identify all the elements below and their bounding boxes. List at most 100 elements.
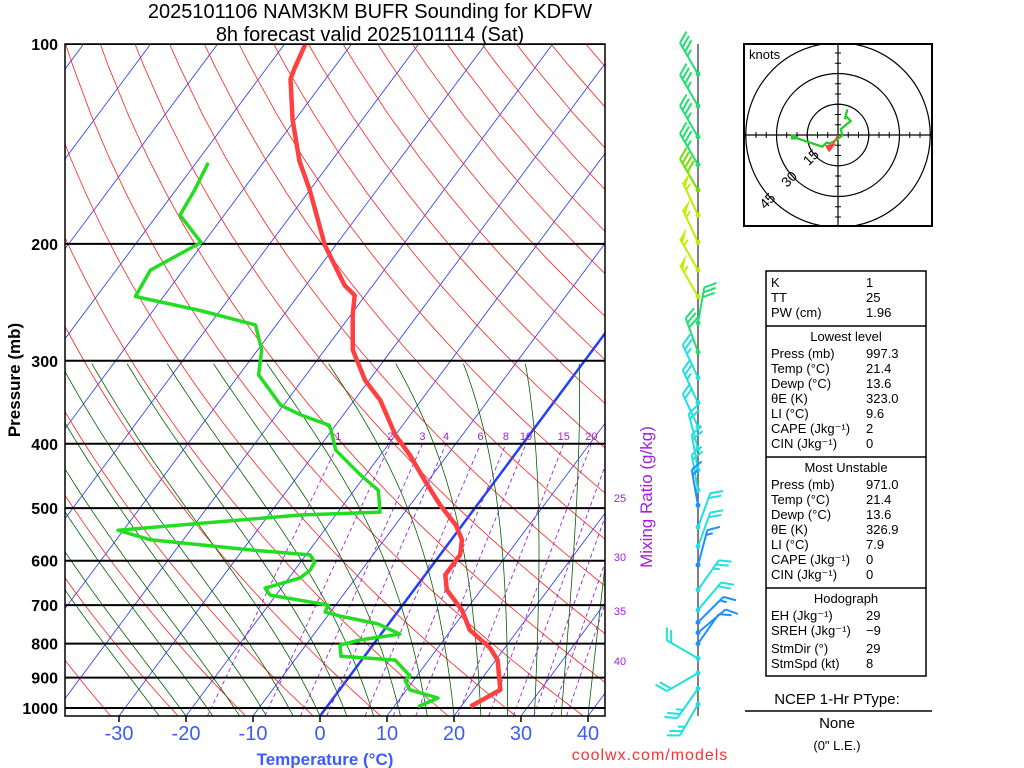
wind-barb-shaft <box>697 529 709 566</box>
wind-barb-shaft <box>681 344 699 379</box>
stat-value: 13.6 <box>866 507 891 522</box>
moist-adiabat-line <box>587 562 605 716</box>
wind-barb-dot <box>695 162 701 168</box>
wind-barb-dot <box>695 543 701 549</box>
wind-barb-feather <box>679 63 688 76</box>
wind-barb-feather <box>702 291 716 299</box>
temperature-tick-label: 40 <box>577 723 599 745</box>
wind-barb-half-feather <box>686 139 692 148</box>
wind-barb-shaft <box>697 287 706 324</box>
wind-barb-feather <box>659 681 672 690</box>
wind-barb-dot <box>695 71 701 77</box>
ptype-panel: NCEP 1-Hr PType: None (0" L.E.) <box>745 691 932 753</box>
stat-label: TT <box>771 290 787 305</box>
dry-adiabat-line <box>65 236 449 716</box>
isotherm-line <box>65 44 151 160</box>
moist-adiabats <box>65 363 605 716</box>
wind-barb-feather <box>691 450 704 461</box>
wind-barb-feather <box>708 514 722 519</box>
dry-adiabat-line <box>65 325 382 716</box>
stats-section-header: Most Unstable <box>804 460 887 475</box>
wind-barb-half-feather <box>686 81 692 89</box>
mixing-ratio-label: 25 <box>614 493 626 505</box>
moist-adiabat-line <box>328 363 455 716</box>
wind-barb-dot <box>695 562 701 568</box>
mixing-ratio-line <box>550 561 605 716</box>
dry-adiabat-line <box>65 494 246 716</box>
moist-adiabat-line <box>395 363 482 716</box>
moist-adiabat-line <box>266 363 428 716</box>
wind-barb <box>679 121 701 168</box>
moist-adiabat-line <box>65 421 267 716</box>
moist-adiabat-line <box>65 468 240 716</box>
hodograph-trace <box>792 109 853 148</box>
wind-barb <box>679 93 701 140</box>
wind-barb-half-feather <box>685 183 692 191</box>
wind-barb <box>681 382 701 430</box>
stat-value: 2 <box>866 421 873 436</box>
wind-barb <box>681 199 701 245</box>
wind-barb-shaft <box>679 133 699 166</box>
wind-barb-feather <box>691 445 703 456</box>
stats-section-header: Hodograph <box>814 591 878 606</box>
wind-barb-dot <box>695 670 701 676</box>
wind-barb-dot <box>695 487 701 493</box>
wind-barb <box>695 282 717 326</box>
mixing-ratio-line <box>533 515 605 716</box>
wind-barb-feather <box>718 613 732 617</box>
wind-barb-feather <box>703 282 717 289</box>
mixing-ratio-label: 40 <box>614 656 626 668</box>
stat-value: 0 <box>866 552 873 567</box>
isotherm-line <box>252 242 605 716</box>
wind-barb <box>679 63 701 109</box>
wind-barb-shaft <box>687 413 699 450</box>
wind-barb-feather <box>667 711 681 716</box>
temperature-tick-label: 0 <box>314 723 325 745</box>
moist-adiabat-line <box>463 363 509 716</box>
wind-barb-dot <box>695 701 701 707</box>
pressure-tick-labels: 100 200 300 400 500 600 700 800 900 1000 <box>22 37 58 718</box>
wind-barb-shaft <box>679 42 699 75</box>
isotherm-line <box>65 44 553 700</box>
stat-label: LI (°C) <box>771 537 809 552</box>
wind-barb-dot <box>695 587 701 593</box>
temperature-profile-line <box>288 44 503 709</box>
isotherm-line <box>386 422 605 716</box>
wind-barb-feather <box>708 494 722 499</box>
moist-adiabat-line <box>65 551 187 716</box>
stat-value: 8 <box>866 656 873 671</box>
wind-barb <box>695 581 735 613</box>
wind-barb <box>695 559 732 593</box>
temperature-tick-label: -20 <box>172 723 201 745</box>
wind-barb-feather <box>718 559 732 563</box>
wind-barb <box>695 613 732 647</box>
wind-barb-feather <box>723 595 737 602</box>
mixing-ratio-line <box>457 443 565 716</box>
stat-label: CIN (Jkg⁻¹) <box>771 567 837 582</box>
dry-adiabat-line <box>65 142 517 716</box>
stat-label: CAPE (Jkg⁻¹) <box>771 552 850 567</box>
dry-adiabat-line <box>273 44 605 449</box>
stat-value: 326.9 <box>866 522 899 537</box>
stat-label: Dewp (°C) <box>771 507 831 522</box>
wind-barb-shaft <box>690 469 699 506</box>
wind-barb-feather <box>686 160 695 173</box>
wind-barb-feather <box>684 363 694 376</box>
wind-barb-feather <box>689 408 700 420</box>
wind-barb-dot <box>695 607 701 613</box>
stat-label: Press (mb) <box>771 477 835 492</box>
mixing-ratio-labels: 1 2 3 4 6 8 10 15 20 25 30 35 40 <box>335 431 626 668</box>
mixing-ratio-label: 6 <box>478 431 484 443</box>
wind-barb <box>679 31 701 77</box>
wind-barb-feather <box>684 130 693 143</box>
dry-adiabat-line <box>65 44 584 716</box>
wind-barb-half-feather <box>683 265 689 273</box>
credit-link[interactable]: coolwx.com/models <box>572 747 729 764</box>
moist-adiabat-line <box>524 363 540 716</box>
wind-barb <box>684 307 701 355</box>
wind-barb-dot <box>695 349 701 355</box>
wind-barb-feather <box>655 683 668 692</box>
moist-adiabat-line <box>213 363 401 716</box>
wind-barb-feather <box>684 307 695 319</box>
